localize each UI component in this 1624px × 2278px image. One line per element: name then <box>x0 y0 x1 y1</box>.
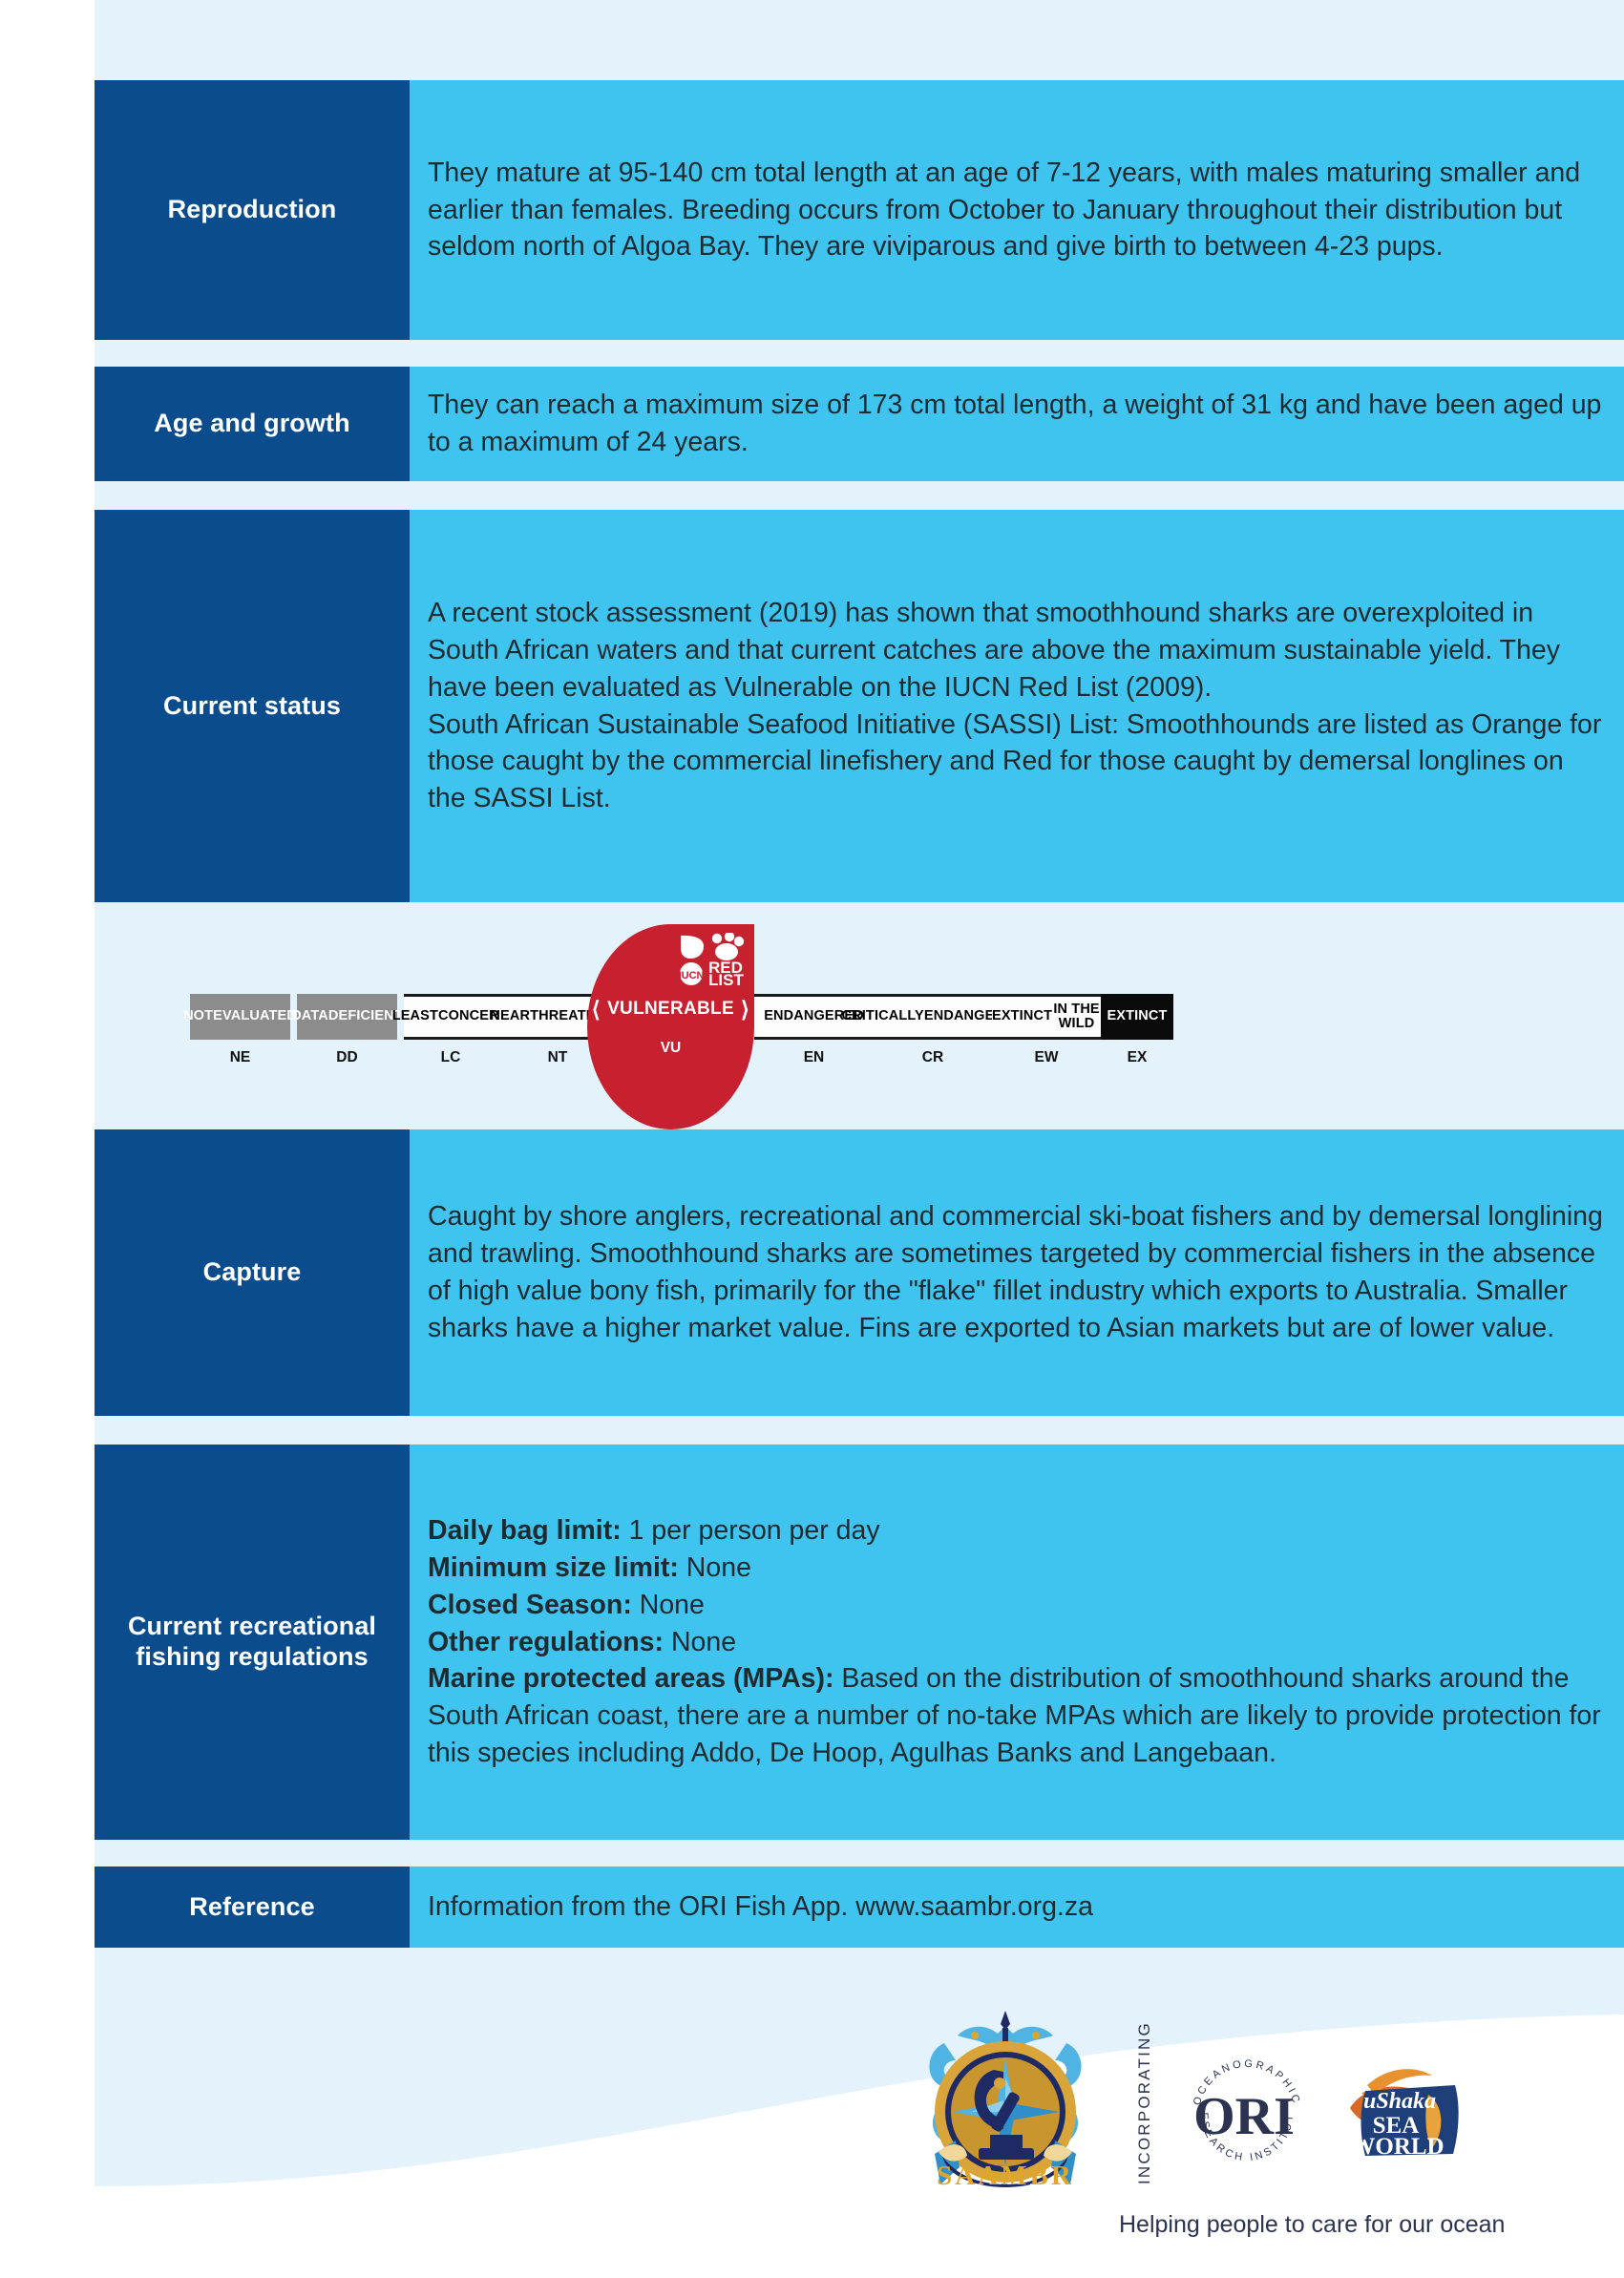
redlist-category-box: LEAST CONCERN <box>392 994 509 1040</box>
redlist-category-abbr: CR <box>921 1049 944 1065</box>
red-list-scale: NOT EVALUATED NE DATA DEFICIENT DD LEAST… <box>95 912 1173 1129</box>
redlist-category-extinct-in-the-wild: EXTINCT IN THE WILD EW <box>992 994 1101 1066</box>
redlist-category-abbr: NT <box>547 1049 568 1065</box>
redlist-category-line1: EXTINCT <box>992 1008 1053 1024</box>
svg-text:IUCN: IUCN <box>679 970 704 981</box>
paragraph: They can reach a maximum size of 173 cm … <box>428 390 1602 457</box>
table-row-age-and-growth: Age and growth They can reach a maximum … <box>95 367 1624 481</box>
regulation-minimum-size-limit: Minimum size limit: None <box>428 1550 1607 1587</box>
row-body-age-and-growth: They can reach a maximum size of 173 cm … <box>410 367 1624 481</box>
redlist-category-box: CRITICALLY ENDANGERED <box>842 994 1023 1040</box>
redlist-category-line1: ENDANGERED <box>764 1008 864 1024</box>
ori-logo: OCEANOGRAPHIC RESEARCH INSTITUTE ORI <box>1187 2055 1299 2163</box>
redlist-category-vulnerable: ⟨ VULNERABLE ⟩ <box>587 986 754 1032</box>
redlist-category-abbr: LC <box>440 1049 461 1065</box>
ushaka-script: uShaka <box>1363 2089 1436 2114</box>
redlist-category-abbr: EX <box>1127 1049 1148 1065</box>
redlist-category-line1: LEAST <box>391 1008 438 1024</box>
regulation-marine-protected-areas: Marine protected areas (MPAs): Based on … <box>428 1660 1607 1772</box>
footer-wave-decoration <box>95 1948 1624 2278</box>
regulation-value: Based on the distribution of smoothhound… <box>428 1663 1601 1769</box>
regulation-value: None <box>664 1626 737 1657</box>
ushaka-line2: WORLD <box>1351 2134 1444 2160</box>
regulation-term: Marine protected areas (MPAs): <box>428 1663 834 1695</box>
paragraph: South African Sustainable Seafood Initia… <box>428 708 1602 814</box>
regulation-closed-season: Closed Season: None <box>428 1587 1607 1624</box>
redlist-category-line2: DEFICIENT <box>327 1008 403 1024</box>
redlist-mark-line2: LIST <box>708 971 744 986</box>
redlist-category-not-evaluated: NOT EVALUATED NE <box>183 994 297 1066</box>
redlist-category-box: DATA DEFICIENT <box>291 994 403 1040</box>
ushaka-sea-world-logo: uShaka SEA WORLD <box>1350 2069 1459 2160</box>
incorporating-label: INCORPORATING <box>1135 2021 1153 2184</box>
iucn-red-list-status-bar: NOT EVALUATED NE DATA DEFICIENT DD LEAST… <box>95 912 1624 1129</box>
redlist-category-box: ENDANGERED <box>754 994 874 1040</box>
table-row-current-status: Current status A recent stock assessment… <box>95 510 1624 902</box>
regulation-daily-bag-limit: Daily bag limit: 1 per person per day <box>428 1512 1607 1550</box>
table-row-reproduction: Reproduction They mature at 95-140 cm to… <box>95 80 1624 340</box>
row-label-age-and-growth: Age and growth <box>95 367 410 481</box>
chevron-right-icon: ⟩ <box>740 996 750 1022</box>
redlist-category-line1: CRITICALLY <box>841 1008 924 1024</box>
saambr-wordmark: SAAMBR <box>937 2161 1074 2191</box>
redlist-category-line1: NOT <box>183 1008 214 1024</box>
row-label-reference: Reference <box>95 1867 410 1948</box>
row-body-reproduction: They mature at 95-140 cm total length at… <box>410 80 1624 340</box>
redlist-mark-line1: RED <box>708 959 743 977</box>
row-body-capture: Caught by shore anglers, recreational an… <box>410 1129 1624 1416</box>
paragraph: They mature at 95-140 cm total length at… <box>428 157 1581 263</box>
row-label-current-recreational-fishing-regulations: Current recreational fishing regulations <box>95 1445 410 1840</box>
footer-tagline: Helping people to care for our ocean <box>1119 2211 1506 2238</box>
redlist-category-box: EXTINCT IN THE WILD <box>992 994 1101 1040</box>
redlist-category-extinct: EXTINCT EX <box>1101 994 1173 1066</box>
regulation-term: Closed Season: <box>428 1589 632 1620</box>
redlist-category-box: NOT EVALUATED <box>183 994 297 1040</box>
paragraph: Caught by shore anglers, recreational an… <box>428 1201 1603 1343</box>
redlist-category-box: EXTINCT <box>1101 994 1173 1040</box>
redlist-selected-abbr: VU <box>660 1040 682 1056</box>
paragraph: A recent stock assessment (2019) has sho… <box>428 597 1561 703</box>
ushaka-line1: SEA <box>1373 2113 1420 2139</box>
chevron-left-icon: ⟨ <box>591 996 601 1022</box>
regulation-term: Daily bag limit: <box>428 1514 622 1546</box>
redlist-category-abbr: EW <box>1034 1049 1059 1065</box>
redlist-category-abbr: EN <box>803 1049 825 1065</box>
iucn-red-list-logo-icon: IUCN RED LIST <box>679 933 744 986</box>
redlist-category-line2: EVALUATED <box>213 1008 297 1024</box>
table-row-current-recreational-fishing-regulations: Current recreational fishing regulations… <box>95 1445 1624 1840</box>
redlist-category-line1: NEAR <box>490 1008 531 1024</box>
redlist-category-line1: EXTINCT <box>1107 1008 1168 1024</box>
redlist-category-data-deficient: DATA DEFICIENT DD <box>291 994 403 1066</box>
regulation-value: None <box>631 1589 705 1620</box>
row-body-current-status: A recent stock assessment (2019) has sho… <box>410 510 1624 902</box>
redlist-category-critically-endangered: CRITICALLY ENDANGERED CR <box>842 994 1023 1066</box>
row-label-current-status: Current status <box>95 510 410 902</box>
row-label-reproduction: Reproduction <box>95 80 410 340</box>
regulation-value: 1 per person per day <box>621 1514 880 1546</box>
redlist-category-line1: DATA <box>291 1008 328 1024</box>
redlist-category-least-concern: LEAST CONCERN LC <box>392 994 509 1066</box>
regulation-term: Other regulations: <box>428 1626 664 1657</box>
page-footer <box>95 1948 1624 2278</box>
redlist-category-abbr: DD <box>336 1049 358 1065</box>
redlist-category-abbr: NE <box>229 1049 251 1065</box>
regulation-term: Minimum size limit: <box>428 1551 679 1583</box>
regulation-other-regulations: Other regulations: None <box>428 1624 1607 1661</box>
table-row-capture: Capture Caught by shore anglers, recreat… <box>95 1129 1624 1416</box>
regulation-value: None <box>678 1551 751 1583</box>
redlist-category-line2: IN THE WILD <box>1053 1001 1100 1031</box>
ori-monogram: ORI <box>1193 2087 1295 2146</box>
table-row-reference: Reference Information from the ORI Fish … <box>95 1867 1624 1948</box>
saambr-logo: SAAMBR <box>929 2011 1082 2191</box>
row-body-current-recreational-fishing-regulations: Daily bag limit: 1 per person per day Mi… <box>410 1445 1624 1840</box>
reference-text: Information from the ORI Fish App. www.s… <box>428 1891 1093 1923</box>
redlist-category-endangered: ENDANGERED EN <box>754 994 874 1066</box>
redlist-selected-label: VULNERABLE <box>607 999 734 1019</box>
row-body-reference: Information from the ORI Fish App. www.s… <box>410 1867 1624 1948</box>
row-label-capture: Capture <box>95 1129 410 1416</box>
redlist-category-line2: CONCERN <box>437 1008 510 1024</box>
